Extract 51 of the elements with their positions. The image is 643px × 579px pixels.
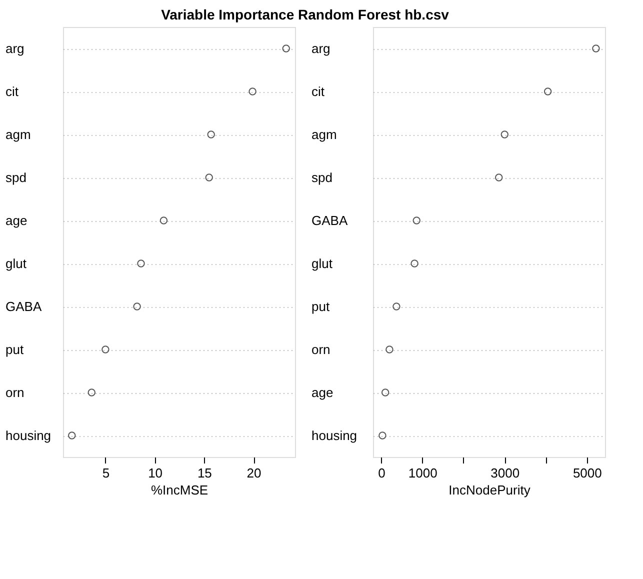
- x-tick-label: 15: [197, 466, 212, 480]
- x-tick-label: 20: [246, 466, 262, 480]
- y-tick-label: orn: [312, 342, 330, 357]
- y-tick-label: GABA: [312, 213, 348, 228]
- x-tick-label: 5000: [572, 466, 602, 480]
- y-tick-label: cit: [312, 84, 325, 99]
- point: [500, 130, 508, 138]
- x-axis-title: %IncMSE: [150, 482, 208, 498]
- y-tick-label: spd: [6, 170, 26, 185]
- x-tick-label: 5: [102, 466, 110, 480]
- y-tick-label: arg: [312, 41, 330, 56]
- y-tick-label: housing: [6, 428, 52, 443]
- y-tick-label: age: [6, 213, 28, 228]
- x-tick-label: 0: [378, 466, 386, 480]
- y-tick-label: cit: [6, 84, 19, 99]
- point: [248, 88, 256, 96]
- point: [282, 44, 290, 52]
- y-tick-label: agm: [312, 127, 337, 142]
- y-tick-label: put: [6, 342, 24, 357]
- y-tick-label: agm: [6, 127, 31, 142]
- point: [381, 388, 390, 396]
- point: [495, 174, 503, 182]
- x-tick-label: 3000: [490, 466, 520, 480]
- point: [102, 346, 110, 354]
- y-tick-label: glut: [6, 256, 27, 271]
- y-tick-label: put: [312, 299, 330, 314]
- x-tick-label: 1000: [408, 466, 438, 480]
- point: [392, 302, 400, 310]
- point: [207, 130, 215, 138]
- y-tick-label: housing: [312, 428, 358, 443]
- x-axis-title: IncNodePurity: [448, 482, 531, 498]
- point: [68, 432, 76, 440]
- point: [386, 346, 394, 354]
- point: [592, 44, 600, 52]
- x-tick-label: 10: [148, 466, 163, 480]
- point: [410, 260, 418, 268]
- chart-title: Variable Importance Random Forest hb.csv: [161, 6, 450, 22]
- point: [137, 260, 145, 268]
- y-tick-label: glut: [312, 256, 333, 271]
- point: [160, 216, 168, 224]
- y-tick-label: GABA: [6, 299, 42, 314]
- y-tick-label: orn: [6, 385, 24, 400]
- point: [88, 388, 96, 396]
- y-tick-label: spd: [312, 170, 332, 185]
- point: [378, 432, 386, 440]
- point: [133, 302, 141, 310]
- point: [544, 88, 552, 96]
- point: [205, 174, 213, 182]
- point: [412, 216, 420, 224]
- y-tick-label: age: [312, 385, 334, 400]
- y-tick-label: arg: [6, 41, 24, 56]
